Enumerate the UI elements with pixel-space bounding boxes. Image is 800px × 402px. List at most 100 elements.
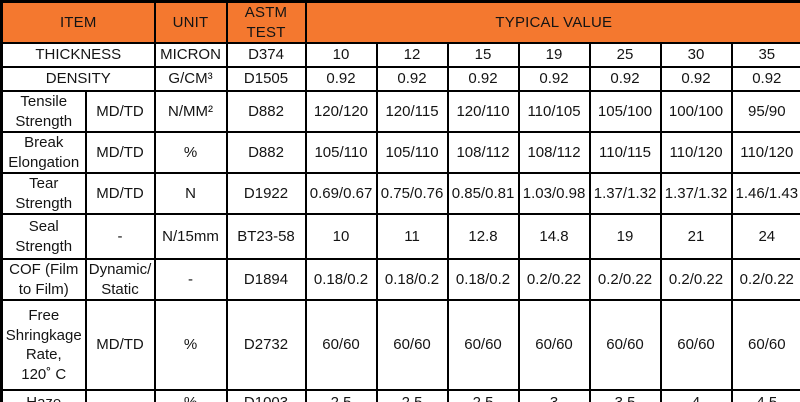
row-break-elongation: Break Elongation MD/TD % D882 105/110 10… — [0, 131, 800, 174]
item-cell: Haze — [0, 389, 87, 402]
item-cell: Break Elongation — [0, 131, 87, 174]
item-cell: Free Shringkage Rate, 120˚ C — [0, 299, 87, 391]
value-cell: 0.92 — [446, 66, 520, 92]
value-cell: 2.5 — [304, 389, 378, 402]
row-thickness: THICKNESS MICRON D374 10 12 15 19 25 30 … — [0, 42, 800, 68]
value-cell: 60/60 — [375, 299, 449, 391]
value-cell: 0.2/0.22 — [517, 258, 591, 301]
value-cell: 0.2/0.22 — [659, 258, 733, 301]
unit-cell: % — [153, 131, 228, 174]
value-cell: 12 — [375, 42, 449, 68]
value-cell: 30 — [659, 42, 733, 68]
value-cell: 1.46/1.43 — [730, 172, 800, 215]
unit-cell: % — [153, 299, 228, 391]
item-cell: COF (Film to Film) — [0, 258, 87, 301]
header-typical-value: TYPICAL VALUE — [304, 0, 800, 44]
value-cell: 10 — [304, 42, 378, 68]
value-cell: 21 — [659, 213, 733, 260]
header-unit: UNIT — [153, 0, 228, 44]
value-cell: 0.2/0.22 — [730, 258, 800, 301]
row-tensile-strength: Tensile Strength MD/TD N/MM² D882 120/12… — [0, 90, 800, 133]
value-cell: 120/120 — [304, 90, 378, 133]
value-cell: 12.8 — [446, 213, 520, 260]
item-cell: DENSITY — [0, 66, 156, 92]
value-cell: 110/120 — [730, 131, 800, 174]
item-sub-cell: MD/TD — [84, 299, 156, 391]
value-cell: 2.5 — [375, 389, 449, 402]
value-cell: 35 — [730, 42, 800, 68]
test-cell: D2732 — [225, 299, 307, 391]
value-cell: 0.18/0.2 — [446, 258, 520, 301]
value-cell: 0.92 — [517, 66, 591, 92]
value-cell: 4 — [659, 389, 733, 402]
value-cell: 0.18/0.2 — [375, 258, 449, 301]
row-cof-film-to-film: COF (Film to Film) Dynamic/ Static - D18… — [0, 258, 800, 301]
value-cell: 105/110 — [304, 131, 378, 174]
item-sub-cell: MD/TD — [84, 172, 156, 215]
item-sub-cell: - — [84, 389, 156, 402]
value-cell: 3.5 — [588, 389, 662, 402]
value-cell: 3 — [517, 389, 591, 402]
value-cell: 100/100 — [659, 90, 733, 133]
value-cell: 105/100 — [588, 90, 662, 133]
value-cell: 60/60 — [304, 299, 378, 391]
test-cell: BT23-58 — [225, 213, 307, 260]
unit-cell: % — [153, 389, 228, 402]
value-cell: 1.37/1.32 — [659, 172, 733, 215]
value-cell: 0.92 — [730, 66, 800, 92]
item-sub-cell: MD/TD — [84, 131, 156, 174]
value-cell: 19 — [517, 42, 591, 68]
unit-cell: N — [153, 172, 228, 215]
value-cell: 15 — [446, 42, 520, 68]
item-cell: Seal Strength — [0, 213, 87, 260]
value-cell: 110/115 — [588, 131, 662, 174]
test-cell: D374 — [225, 42, 307, 68]
item-cell: Tear Strength — [0, 172, 87, 215]
value-cell: 0.92 — [659, 66, 733, 92]
unit-cell: N/MM² — [153, 90, 228, 133]
value-cell: 0.92 — [304, 66, 378, 92]
item-sub-cell: Dynamic/ Static — [84, 258, 156, 301]
test-cell: D1003 — [225, 389, 307, 402]
unit-cell: G/CM³ — [153, 66, 228, 92]
test-cell: D1505 — [225, 66, 307, 92]
value-cell: 0.2/0.22 — [588, 258, 662, 301]
unit-cell: - — [153, 258, 228, 301]
value-cell: 108/112 — [517, 131, 591, 174]
value-cell: 60/60 — [446, 299, 520, 391]
item-cell: THICKNESS — [0, 42, 156, 68]
item-sub-cell: - — [84, 213, 156, 260]
item-cell: Tensile Strength — [0, 90, 87, 133]
value-cell: 108/112 — [446, 131, 520, 174]
test-cell: D1922 — [225, 172, 307, 215]
unit-cell: MICRON — [153, 42, 228, 68]
value-cell: 60/60 — [588, 299, 662, 391]
row-haze: Haze - % D1003 2.5 2.5 2.5 3 3.5 4 4.5 — [0, 389, 800, 402]
value-cell: 120/115 — [375, 90, 449, 133]
value-cell: 0.69/0.67 — [304, 172, 378, 215]
value-cell: 0.92 — [375, 66, 449, 92]
header-astm-test: ASTM TEST — [225, 0, 307, 44]
test-cell: D882 — [225, 90, 307, 133]
value-cell: 0.18/0.2 — [304, 258, 378, 301]
unit-cell: N/15mm — [153, 213, 228, 260]
value-cell: 95/90 — [730, 90, 800, 133]
row-seal-strength: Seal Strength - N/15mm BT23-58 10 11 12.… — [0, 213, 800, 260]
value-cell: 2.5 — [446, 389, 520, 402]
value-cell: 19 — [588, 213, 662, 260]
value-cell: 110/105 — [517, 90, 591, 133]
value-cell: 110/120 — [659, 131, 733, 174]
value-cell: 10 — [304, 213, 378, 260]
row-free-shrinkage-rate: Free Shringkage Rate, 120˚ C MD/TD % D27… — [0, 299, 800, 391]
value-cell: 4.5 — [730, 389, 800, 402]
value-cell: 25 — [588, 42, 662, 68]
value-cell: 60/60 — [517, 299, 591, 391]
value-cell: 0.92 — [588, 66, 662, 92]
value-cell: 24 — [730, 213, 800, 260]
value-cell: 14.8 — [517, 213, 591, 260]
value-cell: 1.03/0.98 — [517, 172, 591, 215]
header-item: ITEM — [0, 0, 156, 44]
value-cell: 11 — [375, 213, 449, 260]
header-row: ITEM UNIT ASTM TEST TYPICAL VALUE — [0, 0, 800, 44]
